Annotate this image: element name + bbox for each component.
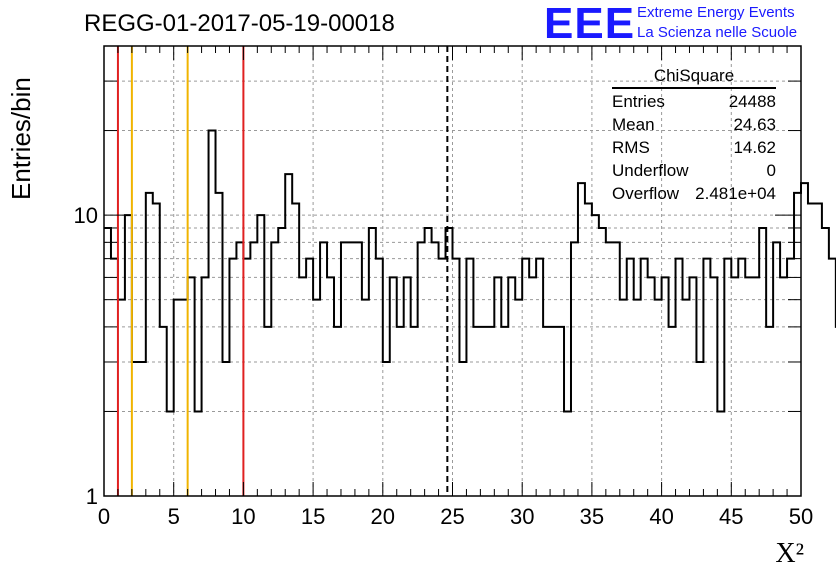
y-axis-label: Entries/bin xyxy=(6,77,36,200)
stats-header: ChiSquare xyxy=(612,66,776,89)
logo-line-1: Extreme Energy Events xyxy=(637,4,795,21)
stats-row: Overflow 2.481e+04 xyxy=(612,182,776,205)
stats-row: Mean 24.63 xyxy=(612,113,776,136)
y-tick-label: 10 xyxy=(74,203,98,228)
y-tick-label: 1 xyxy=(86,484,98,509)
x-tick-label: 45 xyxy=(719,504,743,529)
stats-box: ChiSquare Entries 24488 Mean 24.63 RMS 14.6… xyxy=(612,66,776,205)
stats-label: Entries xyxy=(612,92,665,111)
x-tick-label: 35 xyxy=(580,504,604,529)
x-tick-label: 0 xyxy=(98,504,110,529)
stats-label: Overflow xyxy=(612,184,680,203)
x-tick-label: 40 xyxy=(649,504,673,529)
x-tick-label: 15 xyxy=(301,504,325,529)
logo-line-2: La Scienza nelle Scuole xyxy=(637,24,798,41)
stats-value: 24488 xyxy=(728,92,776,111)
x-axis-label: X² xyxy=(775,538,804,569)
x-tick-label: 25 xyxy=(440,504,464,529)
stats-row: RMS 14.62 xyxy=(612,136,776,159)
x-tick-label: 50 xyxy=(789,504,813,529)
x-tick-label: 10 xyxy=(231,504,255,529)
x-tick-label: 20 xyxy=(371,504,395,529)
eee-logo: EEE xyxy=(544,0,636,48)
stats-row: Underflow 0 xyxy=(612,159,776,182)
stats-row: Entries 24488 xyxy=(612,90,776,113)
stats-value: 24.63 xyxy=(733,115,776,134)
stats-value: 2.481e+04 xyxy=(695,184,776,203)
stats-label: Mean xyxy=(612,115,655,134)
stats-value: 14.62 xyxy=(733,138,776,157)
stats-value: 0 xyxy=(766,161,776,180)
stats-label: RMS xyxy=(612,138,650,157)
x-tick-label: 30 xyxy=(510,504,534,529)
x-tick-label: 5 xyxy=(168,504,180,529)
chart-title: REGG-01-2017-05-19-00018 xyxy=(84,10,395,37)
eee-logo-text: Extreme Energy Events La Scienza nelle S… xyxy=(637,3,797,43)
stats-label: Underflow xyxy=(612,161,689,180)
